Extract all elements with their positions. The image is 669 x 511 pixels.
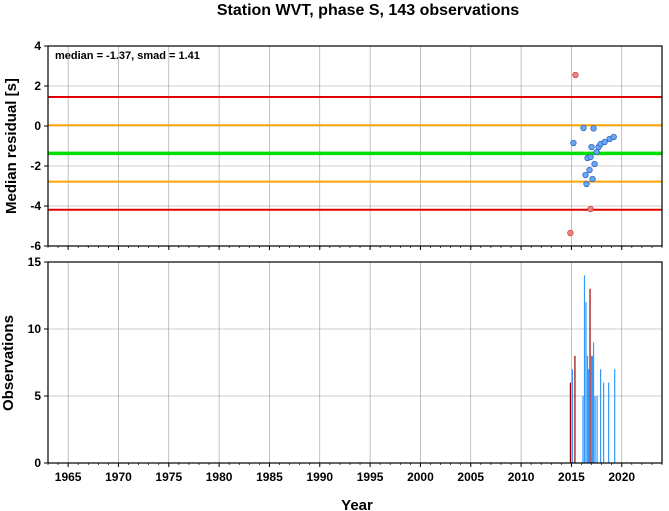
x-tick-label: 1985 — [256, 470, 283, 484]
residual-plot-frame — [47, 45, 663, 247]
x-tick-label: 2000 — [407, 470, 434, 484]
x-tick-label: 2015 — [558, 470, 585, 484]
y-tick-label: 2 — [34, 79, 41, 93]
y-tick-label: 5 — [34, 389, 41, 403]
outlier-point — [567, 229, 574, 237]
residual-point — [590, 125, 597, 132]
outlier-point — [572, 71, 579, 79]
x-tick-label: 1990 — [306, 470, 333, 484]
residual-point — [588, 143, 595, 151]
y-tick-label: -6 — [30, 239, 41, 253]
residual-point — [570, 139, 577, 147]
observations-plot-frame — [47, 261, 663, 464]
x-tick-label: 1995 — [357, 470, 384, 484]
residual-panel: Median residual [s] median = -1.37, smad… — [3, 39, 663, 253]
x-tick-label: 2010 — [508, 470, 535, 484]
y-tick-label: 0 — [34, 119, 41, 133]
x-axis-label: Year — [341, 497, 373, 511]
outlier-point — [587, 205, 594, 213]
x-tick-label: 1970 — [105, 470, 132, 484]
residual-point — [589, 175, 596, 183]
residual-point — [582, 171, 589, 179]
residual-point — [610, 133, 617, 141]
residual-point — [586, 166, 593, 174]
residual-point — [587, 153, 594, 161]
y-tick-label: 0 — [34, 456, 41, 470]
y-tick-label: 15 — [28, 255, 42, 269]
median-smad-annotation: median = -1.37, smad = 1.41 — [55, 50, 200, 62]
residual-point — [583, 180, 590, 188]
chart-title: Station WVT, phase S, 143 observations — [217, 2, 519, 19]
residual-point — [580, 124, 587, 132]
x-tick-label: 2005 — [457, 470, 484, 484]
residual-point — [591, 160, 598, 168]
residual-point — [601, 138, 608, 146]
y-tick-label: 4 — [34, 39, 41, 53]
x-tick-label: 1975 — [155, 470, 182, 484]
x-tick-label: 1965 — [55, 470, 82, 484]
observations-panel: Observations Year 15 10 5 0 1965 1970 1975 1980… — [0, 255, 663, 511]
x-tick-label: 2020 — [608, 470, 635, 484]
residual-y-axis-label: Median residual [s] — [3, 78, 20, 214]
x-tick-label: 1980 — [206, 470, 233, 484]
y-tick-label: 10 — [28, 322, 42, 336]
observations-y-axis-label: Observations — [0, 315, 17, 411]
y-tick-label: -4 — [30, 199, 41, 213]
y-tick-label: -2 — [30, 159, 41, 173]
